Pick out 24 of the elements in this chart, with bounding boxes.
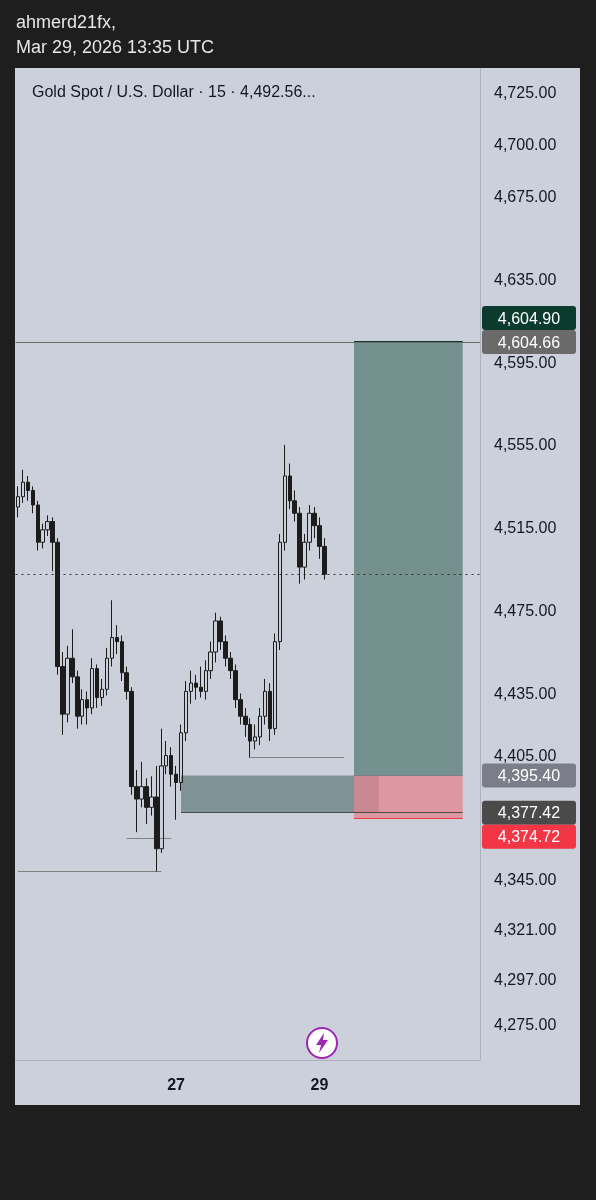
y-tick-label: 4,435.00 (494, 684, 557, 702)
text: Mar 29, 2026 13:35 UTC (16, 36, 215, 59)
y-tick-label: 4,700.00 (494, 136, 557, 154)
y-tick-label: 4,595.00 (494, 353, 557, 371)
x-tick-label: 29 (310, 1075, 329, 1093)
y-tick-label: 4,405.00 (494, 747, 557, 765)
x-tick-label: 27 (167, 1075, 186, 1093)
y-tick-label: 4,515.00 (494, 519, 557, 537)
y-tick-label: 4,297.00 (494, 970, 557, 988)
y-tick-label: 4,475.00 (494, 602, 557, 620)
ref-line-label: 4,604.66 (497, 333, 561, 351)
y-tick-label: 4,675.00 (494, 187, 557, 205)
ref-line-label: 4,604.90 (497, 309, 561, 327)
y-tick-label: 4,321.00 (494, 921, 557, 939)
text: Gold Spot / U.S. Dollar · 15 · 4,492.56... (32, 82, 316, 100)
ref-line-label: 4,395.40 (497, 766, 561, 784)
y-tick-label: 4,635.00 (494, 270, 557, 288)
text: ahmerd21fx, (16, 11, 118, 34)
y-tick-label: 4,345.00 (494, 871, 557, 889)
ref-line-label: 4,374.72 (497, 828, 561, 846)
ref-line-label: 4,377.42 (497, 804, 561, 822)
y-tick-label: 4,725.00 (494, 84, 557, 102)
y-tick-label: 4,275.00 (494, 1016, 557, 1034)
y-tick-label: 4,555.00 (494, 436, 557, 454)
